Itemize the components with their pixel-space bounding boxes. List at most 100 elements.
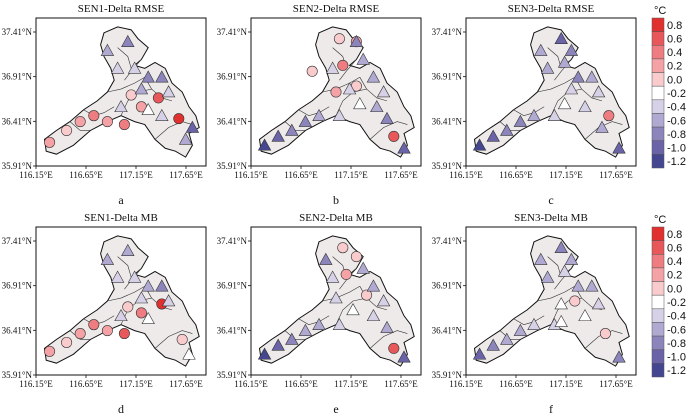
x-tick-label: 117.65°E xyxy=(169,170,203,180)
y-tick-label: 36.41°N xyxy=(432,325,463,335)
station-triangle-marker xyxy=(182,347,196,360)
station-triangle-marker xyxy=(554,240,568,253)
colorbar-tick-label: -0.8 xyxy=(667,129,686,141)
station-triangle-marker xyxy=(500,123,514,136)
colorbar-tick-label: -0.4 xyxy=(667,311,686,323)
x-tick-label: 116.15°E xyxy=(449,170,483,180)
station-circle-marker xyxy=(333,33,345,45)
y-tick-label: 37.41°N xyxy=(432,236,463,246)
x-tick-label: 116.65°E xyxy=(284,170,318,180)
panel-sublabel: e xyxy=(333,402,339,416)
y-tick-label: 35.91°N xyxy=(217,161,248,171)
station-circle-marker xyxy=(135,307,147,319)
colorbar: °C0.80.6 0.4 0.20.0 -0.2 -0.4-0.6 -0.8 -1.0-1.… xyxy=(651,214,686,378)
colorbar-segment xyxy=(651,349,665,364)
station-triangle-marker xyxy=(353,97,367,110)
station-circle-marker xyxy=(569,295,581,307)
panel-title: SEN3-Delta RMSE xyxy=(507,3,595,15)
map-frame xyxy=(465,226,637,376)
station-circle-marker xyxy=(61,336,73,348)
x-tick-label: 117.65°E xyxy=(169,379,203,389)
region-outline xyxy=(473,26,630,158)
station-triangle-marker xyxy=(134,291,149,304)
x-tick-label: 116.15°E xyxy=(449,379,483,389)
station-triangle-marker xyxy=(376,85,391,98)
station-triangle-marker xyxy=(534,43,548,56)
colorbar-segment xyxy=(651,322,665,337)
map-panel-c: 116.15°E 116.65°E 117.15°E 117.65°E 37.41°N 3… xyxy=(432,17,637,180)
station-triangle-marker xyxy=(376,294,391,307)
y-tick-label: 35.91°N xyxy=(2,370,33,380)
station-circle-marker xyxy=(340,268,352,280)
station-triangle-marker xyxy=(155,279,169,292)
y-tick-label: 36.91°N xyxy=(432,72,463,82)
x-tick-label: 117.65°E xyxy=(384,379,418,389)
colorbar-segment xyxy=(651,58,665,73)
colorbar-segment xyxy=(651,294,665,310)
station-circle-marker xyxy=(152,92,164,104)
panel-sublabel: d xyxy=(118,402,124,416)
station-triangle-marker xyxy=(557,97,572,110)
station-circle-marker xyxy=(350,251,362,263)
station-triangle-marker xyxy=(513,323,528,336)
colorbar-segment xyxy=(651,281,665,296)
colorbar-tick-label: -0.6 xyxy=(667,115,686,127)
colorbar-tick-label: 0.8 xyxy=(667,20,682,32)
county-boundary xyxy=(154,330,193,349)
station-triangle-marker xyxy=(554,297,568,310)
station-triangle-marker xyxy=(595,120,609,133)
colorbar-tick-label: 0.0 xyxy=(667,283,682,295)
y-tick-label: 36.41°N xyxy=(432,116,463,126)
x-tick-label: 117.15°E xyxy=(334,379,368,389)
map-frame xyxy=(250,17,422,167)
colorbar-tick-label: -1.0 xyxy=(667,352,686,364)
x-tick-label: 117.65°E xyxy=(599,170,633,180)
county-boundary xyxy=(339,59,357,81)
colorbar-segment xyxy=(651,45,665,60)
colorbar-tick-label: 0.2 xyxy=(667,270,682,282)
station-circle-marker xyxy=(176,333,188,345)
x-tick-label: 116.65°E xyxy=(499,170,533,180)
station-triangle-marker xyxy=(554,31,568,44)
x-tick-label: 116.15°E xyxy=(234,379,268,389)
station-triangle-marker xyxy=(325,270,340,283)
y-tick-label: 36.91°N xyxy=(432,281,463,291)
station-circle-marker xyxy=(330,86,342,98)
station-triangle-marker xyxy=(134,82,149,95)
station-triangle-marker xyxy=(110,61,125,74)
station-triangle-marker xyxy=(342,82,357,95)
y-tick-label: 35.91°N xyxy=(432,161,463,171)
region-outline xyxy=(473,235,630,367)
county-boundary xyxy=(107,285,145,302)
colorbar-tick-label: 0.4 xyxy=(667,47,682,59)
y-tick-label: 37.41°N xyxy=(432,27,463,37)
colorbar-tick-label: -1.2 xyxy=(667,365,686,377)
station-triangle-marker xyxy=(557,55,572,68)
station-triangle-marker xyxy=(257,347,272,360)
station-circle-marker xyxy=(603,110,615,122)
station-triangle-marker xyxy=(185,120,200,133)
colorbar-segment xyxy=(651,154,665,169)
colorbar-segment xyxy=(651,267,665,282)
station-circle-marker xyxy=(306,65,318,77)
station-triangle-marker xyxy=(380,111,394,124)
station-triangle-marker xyxy=(285,123,299,136)
station-triangle-marker xyxy=(178,132,193,145)
station-triangle-marker xyxy=(325,61,340,74)
panel-sublabel: a xyxy=(118,193,124,207)
station-triangle-marker xyxy=(540,270,555,283)
station-triangle-marker xyxy=(312,317,326,330)
station-triangle-marker xyxy=(329,291,343,304)
station-circle-marker xyxy=(44,345,56,357)
county-boundary xyxy=(369,330,408,349)
county-boundary xyxy=(359,77,367,90)
station-triangle-marker xyxy=(472,347,487,360)
panel-title: SEN2-Delta MB xyxy=(299,212,373,224)
station-triangle-marker xyxy=(564,82,579,95)
station-circle-marker xyxy=(122,301,134,313)
colorbar-tick-label: 0.0 xyxy=(667,74,682,86)
colorbar-segment xyxy=(651,363,665,378)
y-tick-label: 35.91°N xyxy=(217,370,248,380)
county-boundary xyxy=(369,121,408,140)
